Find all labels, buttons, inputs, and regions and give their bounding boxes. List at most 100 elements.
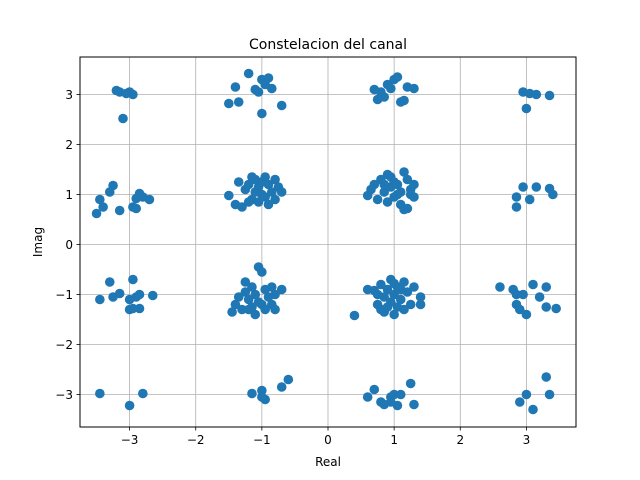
scatter-point [395, 294, 406, 305]
scatter-point [511, 289, 522, 300]
scatter-point [95, 294, 105, 305]
scatter-point [362, 392, 373, 402]
scatter-point [253, 197, 264, 207]
scatter-points [91, 68, 561, 415]
scatter-point [263, 199, 274, 210]
scatter-point [389, 289, 399, 300]
scatter-point [528, 404, 538, 415]
scatter-point [369, 384, 380, 395]
scatter-point [524, 194, 535, 205]
scatter-point [131, 203, 142, 214]
scatter-point [247, 282, 257, 292]
scatter-point [392, 179, 403, 190]
scatter-point [224, 98, 234, 109]
scatter-point [399, 167, 409, 177]
scatter-point [121, 88, 132, 99]
scatter-point [128, 274, 138, 285]
scatter-point [389, 389, 399, 400]
x-tick-label: 1 [390, 433, 398, 447]
scatter-point [405, 299, 416, 310]
x-tick-label: −1 [253, 433, 271, 447]
y-axis-label: Imag [31, 227, 45, 257]
scatter-point [409, 282, 419, 292]
scatter-point [104, 277, 115, 287]
scatter-point [124, 400, 135, 411]
scatter-point [144, 194, 155, 205]
scatter-point [257, 392, 267, 402]
scatter-point [227, 307, 237, 317]
x-tick-label: −2 [187, 433, 205, 447]
scatter-point [409, 83, 419, 94]
scatter-point [283, 374, 294, 385]
scatter-point [243, 179, 254, 190]
scatter-point [379, 92, 390, 102]
scatter-point [276, 187, 287, 197]
scatter-point [237, 202, 247, 212]
scatter-point [263, 179, 274, 190]
scatter-point [531, 89, 542, 100]
scatter-point [409, 179, 419, 190]
x-tick-label: −3 [121, 433, 139, 447]
scatter-point [534, 292, 545, 302]
axis-ticks: −3 −2 −1 0 1 2 3 −3 −2 −1 0 1 2 3 [55, 88, 530, 447]
scatter-point [230, 82, 241, 92]
scatter-point [124, 304, 135, 315]
scatter-point [399, 95, 409, 106]
scatter-point [243, 68, 254, 79]
x-tick-label: 2 [456, 433, 464, 447]
y-tick-label: −2 [55, 338, 73, 352]
scatter-point [415, 292, 426, 302]
scatter-point [369, 179, 380, 190]
scatter-point [495, 282, 505, 292]
scatter-point [253, 87, 264, 97]
scatter-point [402, 203, 413, 214]
scatter-point [233, 177, 244, 187]
scatter-point [379, 187, 390, 197]
scatter-point [376, 279, 386, 290]
scatter-point [266, 83, 277, 94]
scatter-point [276, 284, 287, 295]
scatter-point [392, 72, 403, 82]
scatter-point [257, 267, 267, 277]
scatter-point [237, 304, 247, 315]
scatter-point [379, 292, 390, 302]
scatter-point [541, 302, 552, 312]
scatter-point [276, 382, 287, 392]
scatter-point [514, 397, 525, 407]
scatter-point [551, 303, 561, 314]
scatter-point [118, 113, 128, 124]
scatter-point [409, 399, 419, 410]
scatter-point [399, 277, 409, 287]
scatter-point [372, 194, 383, 205]
scatter-point [98, 202, 108, 212]
scatter-point [386, 172, 396, 182]
scatter-point [247, 172, 257, 182]
scatter-point [544, 90, 555, 101]
x-tick-label: 0 [324, 433, 332, 447]
scatter-point [518, 289, 528, 300]
scatter-point [224, 190, 234, 201]
scatter-point [250, 289, 261, 300]
scatter-point [521, 309, 532, 320]
scatter-point [349, 310, 360, 321]
scatter-point [134, 289, 145, 300]
grid [80, 57, 576, 427]
scatter-point [260, 304, 270, 315]
scatter-point [395, 284, 406, 295]
scatter-point [240, 277, 251, 287]
scatter-point [233, 97, 244, 107]
scatter-point [230, 299, 241, 310]
scatter-point [270, 289, 280, 300]
scatter-point [270, 174, 280, 185]
scatter-point [95, 388, 105, 399]
scatter-point [147, 290, 158, 301]
scatter-point [114, 205, 125, 216]
y-tick-label: 0 [65, 238, 73, 252]
scatter-point [243, 197, 254, 207]
y-tick-label: −1 [55, 288, 73, 302]
scatter-point [131, 193, 142, 204]
scatter-point [395, 187, 406, 197]
scatter-point [134, 303, 145, 314]
y-tick-label: 2 [65, 138, 73, 152]
